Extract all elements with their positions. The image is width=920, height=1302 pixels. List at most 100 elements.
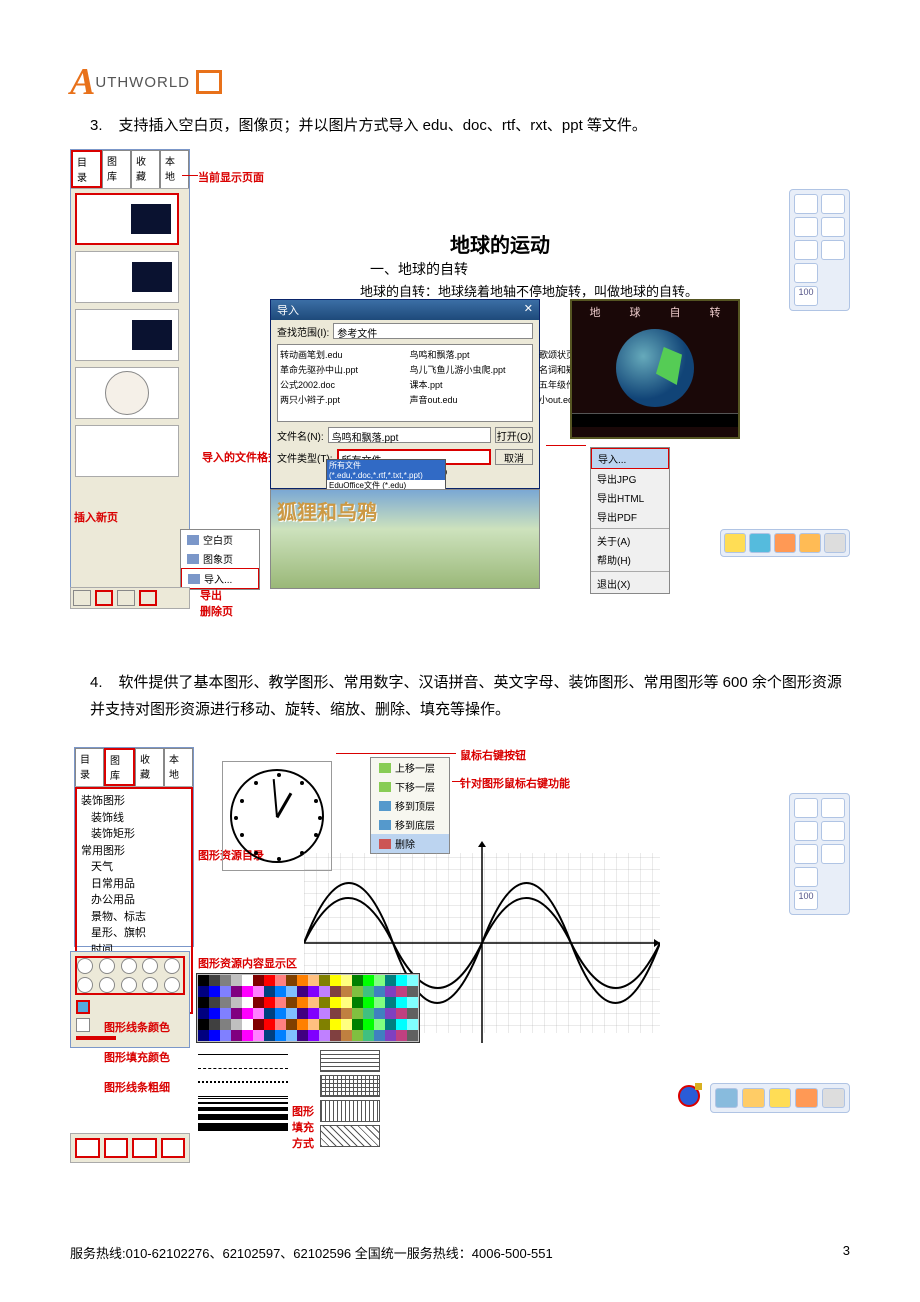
file-item[interactable]: 公式2002.doc [280,377,401,392]
shape-icon[interactable] [121,958,137,974]
tool-btn[interactable] [161,1138,186,1158]
zoom-icon[interactable] [794,867,818,887]
menu-move-bottom[interactable]: 移到底层 [371,815,449,834]
tree-item[interactable]: 装饰线 [81,810,187,827]
tree-item[interactable]: 办公用品 [81,892,187,909]
tree-item[interactable]: 日常用品 [81,876,187,893]
menu-about[interactable]: 关于(A) [591,531,669,550]
tool-icon[interactable] [794,798,818,818]
tool-btn[interactable] [75,1138,100,1158]
tool-icon[interactable] [799,533,821,553]
fill-pattern-list[interactable] [320,1047,380,1150]
tool-btn[interactable] [132,1138,157,1158]
tool-btn-3[interactable] [117,590,135,606]
filename-input[interactable]: 鸟鸣和飘落.ppt [328,427,491,443]
shape-icon[interactable] [77,977,93,993]
color-palette[interactable] [196,973,420,1043]
tool-btn-export[interactable] [95,590,113,606]
file-item[interactable]: 鸟儿飞鱼儿游小虫爬.ppt [410,362,531,377]
tool-icon[interactable] [769,1088,792,1108]
menu-import-2[interactable]: 导入... [591,448,669,469]
shape-grid[interactable] [75,956,185,995]
shape-icon[interactable] [142,958,158,974]
tool-icon[interactable] [821,844,845,864]
fill-color-swatch[interactable] [76,1018,90,1032]
menu-export-pdf[interactable]: 导出PDF [591,507,669,526]
tab-gallery[interactable]: 图库 [104,748,135,786]
line-color-swatch[interactable] [76,1000,90,1014]
tool-btn-delete[interactable] [139,590,157,606]
tool-icon[interactable] [742,1088,765,1108]
shape-icon[interactable] [99,977,115,993]
file-item[interactable]: 革命先驱孙中山.ppt [280,362,401,377]
tree-item[interactable]: 装饰矩形 [81,826,187,843]
tool-icon[interactable] [821,194,845,214]
selected-shape-icon[interactable] [678,1085,700,1107]
video-controls[interactable] [572,413,738,427]
menu-move-top[interactable]: 移到顶层 [371,796,449,815]
tool-icon[interactable] [824,533,846,553]
tool-icon[interactable] [794,194,818,214]
shape-icon[interactable] [99,958,115,974]
file-item[interactable]: 转动画笔划.edu [280,347,401,362]
menu-help[interactable]: 帮助(H) [591,550,669,569]
tab-gallery[interactable]: 图库 [102,150,131,188]
shape-icon[interactable] [121,977,137,993]
menu-blank-page[interactable]: 空白页 [181,530,259,549]
tree-item[interactable]: 景物、标志 [81,909,187,926]
thumbnail-1[interactable] [75,193,179,245]
tool-icon[interactable] [715,1088,738,1108]
tree-item[interactable]: 天气 [81,859,187,876]
tool-icon[interactable] [821,798,845,818]
tool-icon[interactable] [794,844,818,864]
dropdown-item[interactable]: 所有文件 (*.edu,*.doc,*.rtf,*.txt,*.ppt) [327,460,445,480]
tool-icon[interactable] [749,533,771,553]
tool-icon[interactable] [774,533,796,553]
tool-icon[interactable] [794,217,818,237]
file-item[interactable]: 课本.ppt [410,377,531,392]
tab-catalog[interactable]: 目录 [71,150,102,188]
menu-export-jpg[interactable]: 导出JPG [591,469,669,488]
menu-move-up[interactable]: 上移一层 [371,758,449,777]
tool-icon[interactable] [821,821,845,841]
thumbnail-4[interactable] [75,367,179,419]
close-icon[interactable]: ✕ [524,302,533,318]
menu-export-html[interactable]: 导出HTML [591,488,669,507]
menu-move-down[interactable]: 下移一层 [371,777,449,796]
tab-favorites[interactable]: 收藏 [131,150,160,188]
tab-local[interactable]: 本地 [164,748,193,786]
tool-icon[interactable] [795,1088,818,1108]
tab-local[interactable]: 本地 [160,150,189,188]
tool-btn-1[interactable] [73,590,91,606]
menu-image-page[interactable]: 图象页 [181,549,259,568]
tool-btn[interactable] [104,1138,129,1158]
tab-favorites[interactable]: 收藏 [135,748,164,786]
menu-import[interactable]: 导入... [181,568,259,589]
menu-exit[interactable]: 退出(X) [591,574,669,593]
tool-icon[interactable] [821,240,845,260]
tree-group[interactable]: 常用图形 [81,843,187,860]
line-weight-swatch[interactable] [76,1036,116,1040]
open-button[interactable]: 打开(O) [495,427,533,443]
tree-item[interactable]: 星形、旗帜 [81,925,187,942]
thumbnail-3[interactable] [75,309,179,361]
shape-icon[interactable] [77,958,93,974]
tool-icon[interactable] [821,217,845,237]
zoom-icon[interactable] [794,263,818,283]
tool-icon[interactable] [794,240,818,260]
range-dropdown[interactable]: 参考文件 [333,323,533,339]
tab-catalog[interactable]: 目录 [75,748,104,786]
file-item[interactable]: 鸟鸣和飘落.ppt [410,347,531,362]
file-item[interactable]: 两只小辫子.ppt [280,392,401,407]
file-item[interactable]: 声音out.edu [410,392,531,407]
shape-icon[interactable] [164,977,180,993]
file-list[interactable]: 转动画笔划.edu 革命先驱孙中山.ppt 公式2002.doc 两只小辫子.p… [277,344,533,422]
line-style-list[interactable] [198,1041,288,1101]
cancel-button[interactable]: 取消 [495,449,533,465]
shape-icon[interactable] [164,958,180,974]
thumbnail-5[interactable] [75,425,179,477]
tool-icon[interactable] [794,821,818,841]
tool-icon[interactable] [724,533,746,553]
tool-icon[interactable] [822,1088,845,1108]
thumbnail-2[interactable] [75,251,179,303]
